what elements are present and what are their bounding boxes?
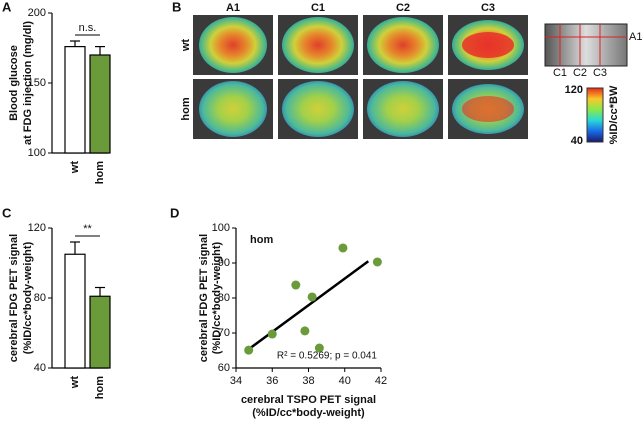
pet-image bbox=[282, 17, 354, 73]
x-tick-label: hom bbox=[94, 376, 106, 399]
x-axis-label: cerebral TSPO PET signal bbox=[241, 394, 376, 406]
y-tick-label: 100 bbox=[28, 147, 46, 159]
x-tick-label: wt bbox=[69, 161, 81, 175]
y-tick-label: 100 bbox=[212, 222, 230, 234]
point bbox=[267, 329, 277, 339]
pet-image bbox=[367, 81, 439, 137]
fit-line bbox=[246, 260, 370, 352]
point bbox=[291, 280, 301, 290]
column-label: C2 bbox=[396, 2, 410, 14]
pet-hotspot bbox=[462, 96, 514, 122]
pet-image bbox=[199, 17, 267, 73]
y-tick-label: 120 bbox=[28, 222, 46, 234]
y-tick-label: 80 bbox=[34, 292, 46, 304]
point bbox=[372, 257, 382, 267]
inset-image bbox=[544, 23, 628, 67]
y-tick-label: 150 bbox=[28, 77, 46, 89]
colorbar-label: 120 bbox=[565, 84, 583, 96]
x-tick-label: 38 bbox=[302, 375, 314, 387]
colorbar bbox=[586, 87, 604, 143]
point bbox=[307, 292, 317, 302]
point bbox=[300, 326, 310, 336]
panel-label: D bbox=[170, 205, 179, 220]
panel-label: A bbox=[2, 0, 12, 14]
y-axis-label: (%ID/cc*body-weight) bbox=[22, 241, 34, 354]
pet-panel: B A1 C1 C2 C3 wt hom C1 C2 C3 A1 120 40 %ID/cc*BW bbox=[172, 0, 642, 147]
panel-label: B bbox=[172, 0, 181, 14]
bar bbox=[89, 54, 111, 154]
y-tick-label: 40 bbox=[34, 362, 46, 374]
x-axis-label: (%ID/cc*body-weight) bbox=[252, 407, 365, 419]
y-tick-label: 80 bbox=[218, 292, 230, 304]
x-tick-label: 40 bbox=[339, 375, 351, 387]
y-tick-label: 60 bbox=[218, 362, 230, 374]
x-tick-label: 34 bbox=[230, 375, 242, 387]
pet-image bbox=[367, 17, 439, 73]
y-axis-label: cerebral FDG PET signal bbox=[8, 234, 20, 362]
y-axis-label: cerebral FDG PET signal bbox=[198, 234, 210, 362]
inset-label: A1 bbox=[629, 31, 642, 43]
colorbar-label: 40 bbox=[571, 135, 583, 147]
point bbox=[244, 345, 254, 355]
panel-label: C bbox=[2, 205, 12, 220]
point bbox=[314, 343, 324, 353]
y-axis-label: at FDG injection (mg/dl) bbox=[22, 21, 34, 145]
column-label: C1 bbox=[311, 2, 325, 14]
y-tick-label: 70 bbox=[218, 327, 230, 339]
bar bbox=[89, 295, 111, 369]
y-tick-label: 200 bbox=[28, 7, 46, 19]
bar bbox=[64, 253, 86, 369]
x-tick-label: hom bbox=[94, 161, 106, 184]
x-tick-label: 36 bbox=[266, 375, 278, 387]
inset-label: C2 bbox=[573, 67, 587, 79]
x-tick-label: wt bbox=[69, 376, 81, 390]
y-axis-label: (%ID/cc*body-weight) bbox=[211, 241, 223, 354]
row-label: wt bbox=[180, 39, 192, 53]
subtitle: hom bbox=[250, 234, 273, 246]
inset-label: C3 bbox=[593, 67, 607, 79]
pet-hotspot bbox=[462, 32, 514, 58]
significance-label: ** bbox=[83, 223, 92, 235]
inset-label: C1 bbox=[553, 67, 567, 79]
pet-image bbox=[282, 81, 354, 137]
significance-label: n.s. bbox=[79, 22, 97, 34]
x-tick-label: 42 bbox=[375, 375, 387, 387]
row-label: hom bbox=[180, 97, 192, 120]
pet-image bbox=[199, 81, 267, 137]
bar bbox=[64, 45, 86, 154]
annotation: R² = 0.5269; p = 0.041 bbox=[277, 351, 378, 362]
colorbar-title: %ID/cc*BW bbox=[608, 85, 620, 144]
point bbox=[338, 243, 348, 253]
column-label: C3 bbox=[481, 2, 495, 14]
column-label: A1 bbox=[226, 2, 240, 14]
y-tick-label: 90 bbox=[218, 257, 230, 269]
y-axis-label: Blood glucose bbox=[8, 45, 20, 121]
